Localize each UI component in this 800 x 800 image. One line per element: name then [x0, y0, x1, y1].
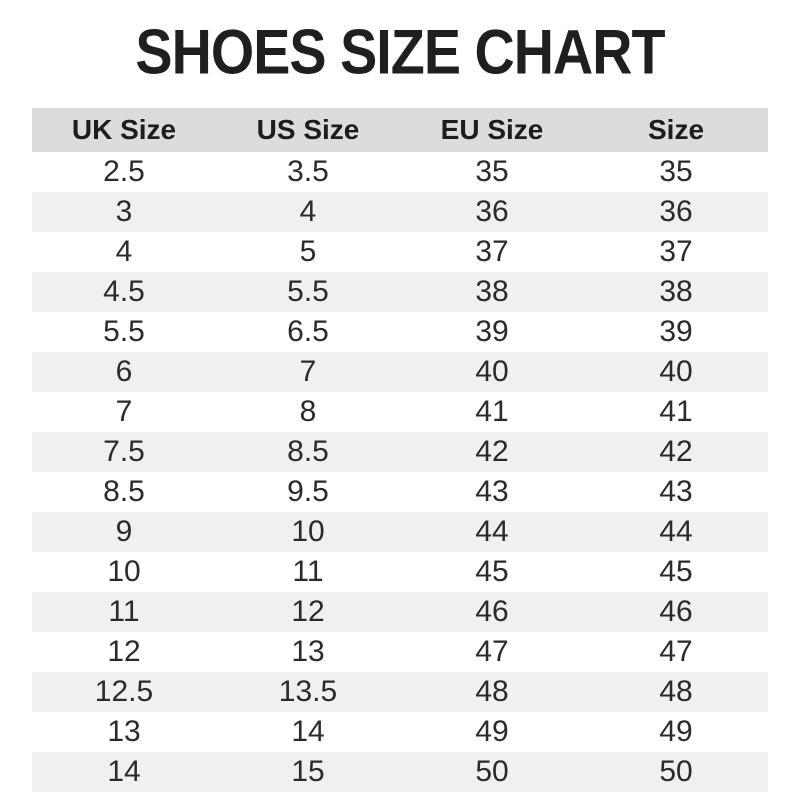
- table-row: 8.5 9.5 43 43: [32, 472, 768, 512]
- table-cell: 38: [475, 275, 509, 308]
- table-cell: 42: [475, 435, 509, 468]
- table-cell: 36: [659, 195, 693, 228]
- table-cell: 12: [107, 635, 141, 668]
- table-cell: 4: [115, 235, 133, 268]
- table-cell: 50: [475, 755, 509, 788]
- table-row: 7 8 41 41: [32, 392, 768, 432]
- table-row: 6 7 40 40: [32, 352, 768, 392]
- table-cell: 3: [115, 195, 133, 228]
- table-cell: 46: [659, 595, 693, 628]
- table-cell: 9.5: [287, 475, 329, 508]
- table-cell: 8: [299, 395, 317, 428]
- table-row: 3 4 36 36: [32, 192, 768, 232]
- table-cell: 44: [659, 515, 693, 548]
- table-cell: 39: [659, 315, 693, 348]
- table-cell: 3.5: [287, 155, 329, 188]
- table-cell: 13.5: [278, 675, 338, 708]
- table-cell: 36: [475, 195, 509, 228]
- table-cell: 47: [475, 635, 509, 668]
- column-header-eu-size: EU Size: [440, 114, 544, 145]
- shoe-size-chart-page: SHOES SIZE CHART UK Size US Size EU Size…: [0, 16, 800, 800]
- table-cell: 39: [475, 315, 509, 348]
- table-cell: 48: [475, 675, 509, 708]
- table-row: 10 11 45 45: [32, 552, 768, 592]
- table-cell: 10: [291, 515, 325, 548]
- table-cell: 40: [659, 355, 693, 388]
- table-row: 12.5 13.5 48 48: [32, 672, 768, 712]
- table-cell: 12.5: [94, 675, 154, 708]
- table-cell: 37: [475, 235, 509, 268]
- table-row: 14 15 50 50: [32, 752, 768, 792]
- page-title: SHOES SIZE CHART: [135, 16, 665, 88]
- table-cell: 41: [475, 395, 509, 428]
- table-cell: 38: [659, 275, 693, 308]
- table-cell: 11: [108, 595, 140, 628]
- table-cell: 8.5: [103, 475, 145, 508]
- table-cell: 43: [475, 475, 509, 508]
- table-cell: 2.5: [103, 155, 145, 188]
- table-cell: 43: [659, 475, 693, 508]
- table-cell: 6.5: [287, 315, 329, 348]
- table-cell: 45: [475, 555, 509, 588]
- table-cell: 14: [107, 755, 141, 788]
- table-cell: 7: [299, 355, 317, 388]
- table-cell: 41: [659, 395, 693, 428]
- table-row: 4.5 5.5 38 38: [32, 272, 768, 312]
- table-cell: 50: [659, 755, 693, 788]
- table-cell: 48: [659, 675, 693, 708]
- table-cell: 12: [291, 595, 325, 628]
- table-cell: 40: [475, 355, 509, 388]
- table-cell: 6: [115, 355, 133, 388]
- table-cell: 15: [291, 755, 325, 788]
- table-cell: 5.5: [103, 315, 145, 348]
- table-cell: 37: [659, 235, 693, 268]
- table-cell: 5: [299, 235, 317, 268]
- table-row: 4 5 37 37: [32, 232, 768, 272]
- column-header-uk-size: UK Size: [71, 114, 177, 145]
- table-cell: 47: [659, 635, 693, 668]
- table-cell: 11: [292, 555, 324, 588]
- table-cell: 42: [659, 435, 693, 468]
- table-cell: 5.5: [287, 275, 329, 308]
- table-header-row: UK Size US Size EU Size Size: [32, 108, 768, 152]
- table-row: 7.5 8.5 42 42: [32, 432, 768, 472]
- table-cell: 44: [475, 515, 509, 548]
- table-cell: 7: [115, 395, 133, 428]
- table-row: 2.5 3.5 35 35: [32, 152, 768, 192]
- size-table-rows: 2.5 3.5 35 35 3 4 36 36 4 5 37 37 4.5 5.5 38 38 5.5 6.5 39…: [32, 152, 768, 792]
- table-cell: 49: [475, 715, 509, 748]
- table-cell: 49: [659, 715, 693, 748]
- table-cell: 13: [107, 715, 141, 748]
- table-cell: 14: [291, 715, 325, 748]
- table-cell: 7.5: [103, 435, 145, 468]
- table-cell: 8.5: [287, 435, 329, 468]
- table-row: 9 10 44 44: [32, 512, 768, 552]
- table-cell: 10: [107, 555, 141, 588]
- table-cell: 35: [659, 155, 693, 188]
- table-cell: 46: [475, 595, 509, 628]
- table-cell: 13: [291, 635, 325, 668]
- table-cell: 35: [475, 155, 509, 188]
- table-cell: 4: [299, 195, 317, 228]
- table-row: 5.5 6.5 39 39: [32, 312, 768, 352]
- column-header-size: Size: [647, 114, 705, 145]
- table-cell: 4.5: [103, 275, 145, 308]
- column-header-us-size: US Size: [256, 114, 360, 145]
- table-row: 12 13 47 47: [32, 632, 768, 672]
- table-cell: 9: [115, 515, 133, 548]
- size-table: UK Size US Size EU Size Size 2.5 3.5 35 35 3…: [32, 108, 768, 792]
- table-cell: 45: [659, 555, 693, 588]
- table-row: 11 12 46 46: [32, 592, 768, 632]
- table-row: 13 14 49 49: [32, 712, 768, 752]
